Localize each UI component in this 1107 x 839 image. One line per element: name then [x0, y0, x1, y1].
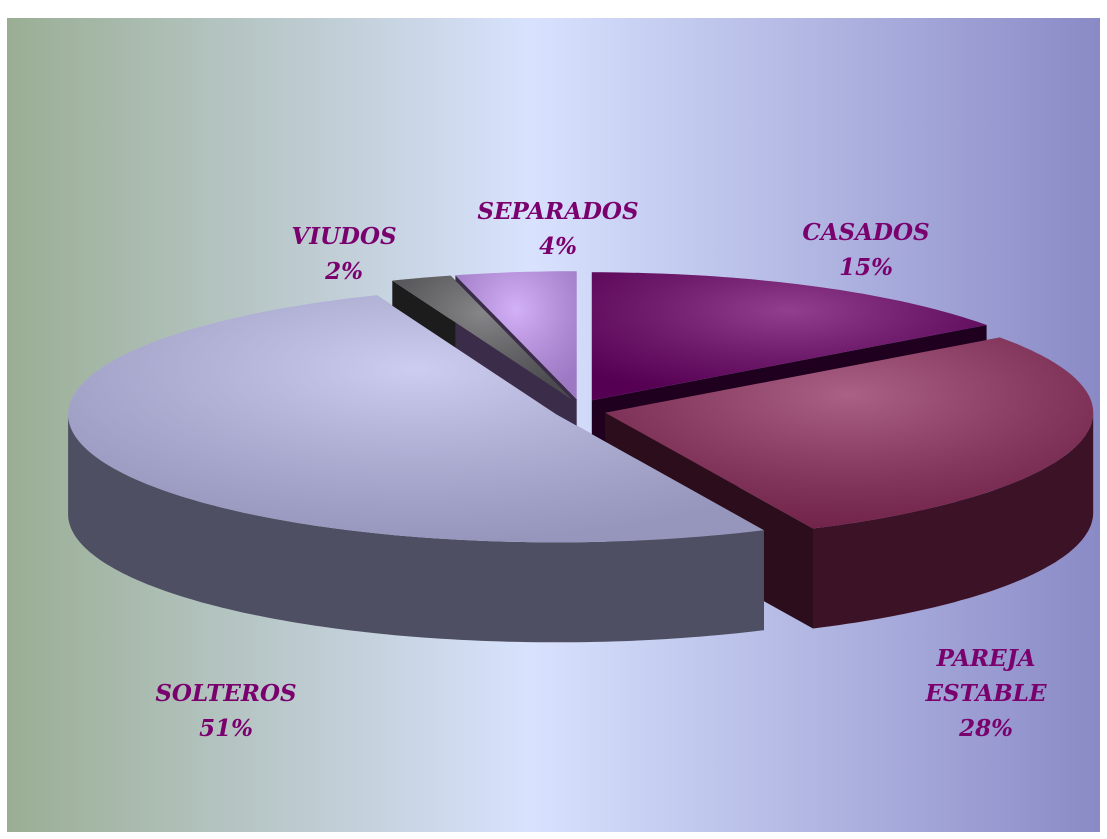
slice-shine — [605, 337, 1094, 529]
slice-shine — [392, 275, 572, 400]
data-label-name: SOLTEROS — [155, 680, 296, 707]
data-label-name: PAREJA ESTABLE — [925, 645, 1047, 707]
data-label-name: SEPARADOS — [477, 198, 638, 225]
data-label-name: CASADOS — [802, 219, 929, 246]
data-label-value: 4% — [539, 233, 577, 260]
data-label-value: 2% — [324, 258, 363, 285]
slice-shine — [68, 295, 764, 543]
data-label-value: 28% — [958, 715, 1013, 742]
slice-side — [813, 412, 1094, 629]
data-label-name: VIUDOS — [291, 223, 396, 250]
slice-shine — [591, 272, 987, 401]
data-label-value: 15% — [839, 254, 893, 281]
slice-shine — [455, 271, 577, 400]
slice-side — [68, 414, 764, 643]
data-label-value: 51% — [199, 715, 253, 742]
